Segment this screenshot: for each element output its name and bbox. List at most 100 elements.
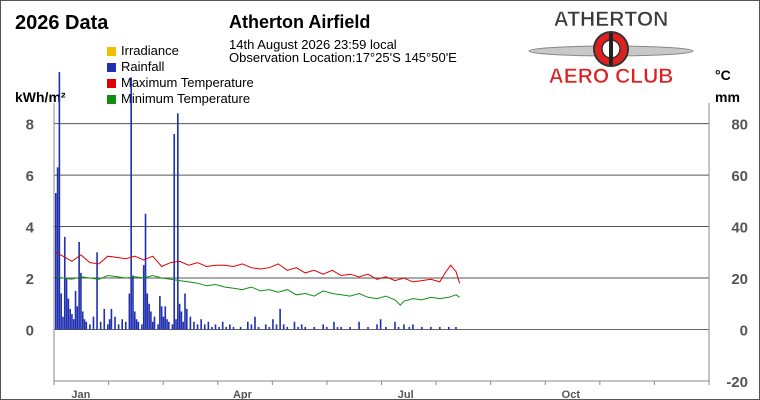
rainfall-bar-day-80 — [196, 324, 199, 330]
right-tick-label-40: 40 — [731, 220, 748, 237]
rainfall-bar-day-198 — [408, 326, 411, 330]
rainfall-bar-day-56 — [153, 316, 156, 330]
rainfall-bar-day-49 — [141, 324, 143, 330]
rainfall-bar-day-74 — [185, 308, 188, 330]
rainfall-bar-day-7 — [65, 278, 68, 330]
rainfall-bar-day-88 — [211, 326, 213, 330]
legend-label-rainfall: Rainfall — [121, 59, 165, 74]
x-tick-label-apr: Apr — [233, 389, 253, 399]
rainfall-bar-day-130 — [286, 326, 289, 330]
rainfall-bar-day-112 — [254, 316, 256, 330]
rainfall-bar-day-90 — [214, 324, 217, 330]
rainfall-bar-day-45 — [133, 311, 136, 330]
rainfall-bar-day-3 — [58, 72, 61, 330]
svg-text:ATHERTON: ATHERTON — [554, 8, 669, 31]
rainfall-bar-day-44 — [132, 275, 134, 330]
rainfall-bar-day-14 — [78, 242, 80, 330]
rainfall-bar-day-26 — [99, 321, 102, 330]
rainfall-bar-day-64 — [168, 321, 170, 330]
rainfall-bar-day-16 — [81, 311, 84, 330]
rainfall-bar-day-67 — [173, 133, 176, 330]
rainfall-bar-day-150 — [322, 324, 324, 330]
x-tick-label-jan: Jan — [71, 389, 90, 399]
rainfall-bar-day-18 — [85, 321, 88, 330]
rainfall-bar-day-128 — [282, 324, 285, 330]
rainfall-bar-day-17 — [83, 319, 86, 330]
left-tick-label-4: 4 — [26, 220, 35, 237]
rainfall-bar-day-24 — [96, 252, 98, 330]
left-tick-label-0: 0 — [26, 323, 34, 340]
rainfall-bar-day-73 — [184, 293, 186, 330]
aero-club-logo: ATHERTON AERO CLUB — [528, 8, 694, 88]
rainfall-bar-day-205 — [421, 326, 423, 330]
rainfall-bar-day-63 — [166, 319, 168, 330]
rainfall-bar-day-140 — [304, 326, 307, 330]
rainfall-bar-day-59 — [159, 296, 161, 330]
rainfall-bar-day-70 — [178, 303, 181, 330]
rainfall-bar-day-10 — [71, 314, 73, 330]
rainfall-bar-day-182 — [379, 319, 382, 330]
rainfall-bar-day-86 — [207, 321, 210, 330]
series-line-minimum-temperature — [55, 274, 460, 306]
legend-label-max-temp: Maximum Temperature — [121, 75, 254, 90]
rainfall-bar-day-124 — [275, 324, 278, 330]
rainfall-bar-day-61 — [162, 316, 165, 330]
rainfall-bar-day-224 — [455, 326, 457, 330]
rainfall-bar-day-36 — [117, 324, 120, 330]
rainfall-bar-day-28 — [103, 308, 106, 330]
rainfall-bar-day-53 — [148, 303, 150, 330]
rainfall-bar-day-4 — [60, 293, 62, 330]
observation-time: 14th August 2026 23:59 local — [229, 37, 397, 52]
rainfall-bar-day-158 — [336, 326, 339, 330]
right-axis-unit-rainfall: mm — [715, 89, 740, 105]
rainfall-bar-day-175 — [367, 326, 369, 330]
rainfall-bar-day-185 — [385, 326, 387, 330]
rainfall-bar-day-43 — [130, 77, 132, 330]
rainfall-bar-day-138 — [300, 324, 303, 330]
chart-title: 2026 Data — [15, 12, 109, 34]
rainfall-bar-day-122 — [272, 319, 274, 330]
legend-swatch-rainfall — [107, 63, 116, 72]
rainfall-bar-day-58 — [157, 324, 159, 330]
rainfall-bar-day-82 — [200, 319, 202, 330]
rainfall-bar-day-50 — [142, 265, 145, 330]
rainfall-bar-day-126 — [279, 308, 281, 330]
rainfall-bar-day-22 — [92, 316, 95, 330]
rainfall-bar-day-15 — [80, 272, 82, 330]
rainfall-bar-day-160 — [340, 326, 342, 330]
rainfall-bar-day-1 — [54, 193, 57, 330]
rainfall-bar-day-200 — [412, 324, 414, 330]
rainfall-bar-day-195 — [403, 324, 405, 330]
rainfall-bar-day-104 — [239, 326, 242, 330]
left-tick-label-6: 6 — [26, 168, 34, 185]
left-tick-label-8: 8 — [26, 117, 34, 134]
rainfall-bar-day-134 — [293, 321, 296, 330]
rainfall-bar-day-38 — [121, 319, 123, 330]
rainfall-bar-day-54 — [150, 311, 152, 330]
rainfall-bar-day-40 — [124, 321, 127, 330]
x-tick-label-jul: Jul — [398, 389, 414, 399]
right-tick-label--20: -20 — [726, 374, 748, 391]
rainfall-bar-day-180 — [376, 324, 378, 330]
rainfall-bar-day-152 — [325, 326, 328, 330]
left-tick-label-2: 2 — [26, 271, 34, 288]
rainfall-bar-day-100 — [232, 326, 235, 330]
x-tick-label-oct: Oct — [562, 389, 581, 399]
rainfall-bar-day-52 — [146, 293, 149, 330]
rainfall-bar-day-136 — [297, 326, 299, 330]
rainfall-bar-day-72 — [182, 321, 185, 330]
legend-swatch-max-temp — [107, 79, 116, 88]
rainfall-bar-day-108 — [247, 321, 249, 330]
rainfall-bar-day-215 — [439, 326, 441, 330]
rainfall-bar-day-71 — [180, 311, 183, 330]
rainfall-bar-day-5 — [62, 316, 64, 330]
rainfall-bar-day-42 — [128, 293, 131, 330]
rainfall-bar-day-94 — [221, 321, 224, 330]
rainfall-bar-day-30 — [107, 324, 109, 330]
rainfall-bar-day-114 — [257, 326, 260, 330]
legend-label-min-temp: Minimum Temperature — [121, 91, 251, 106]
rainfall-bar-day-69 — [177, 113, 179, 330]
legend-label-irradiance: Irradiance — [121, 43, 179, 58]
